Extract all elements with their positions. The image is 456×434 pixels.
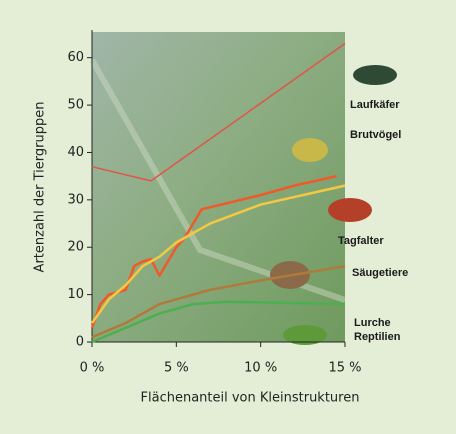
x-tick-label: 5 %: [164, 361, 189, 376]
butterfly-icon: [328, 198, 372, 222]
y-tick-label: 10: [67, 287, 84, 302]
series-line: [90, 184, 346, 324]
series-line: [91, 264, 346, 339]
series-label: Lurche Reptilien: [354, 317, 401, 343]
y-tick-label: 40: [67, 145, 84, 160]
y-tick-label: 60: [67, 50, 84, 65]
series-label: Laufkäfer: [350, 99, 400, 111]
series-line: [91, 42, 346, 182]
x-tick-label: 10 %: [244, 361, 277, 376]
series-label: Tagfalter: [338, 235, 384, 247]
frog-icon: [283, 325, 327, 345]
y-axis-title: Artenzahl der Tiergruppen: [33, 102, 48, 273]
y-tick-label: 50: [67, 98, 84, 113]
x-tick-label: 0 %: [80, 361, 105, 376]
series-label: Brutvögel: [350, 129, 402, 141]
photo-background: [92, 32, 345, 342]
x-tick-label: 15 %: [328, 361, 361, 376]
y-tick-label: 20: [67, 240, 84, 255]
beetle-icon: [353, 65, 397, 85]
bird-icon: [292, 138, 328, 162]
y-tick-label: 30: [67, 192, 84, 207]
series-line: [91, 300, 346, 344]
y-tick-label: 0: [76, 335, 84, 350]
series-label: Säugetiere: [352, 267, 409, 279]
x-axis-title: Flächenanteil von Kleinstrukturen: [141, 391, 360, 406]
